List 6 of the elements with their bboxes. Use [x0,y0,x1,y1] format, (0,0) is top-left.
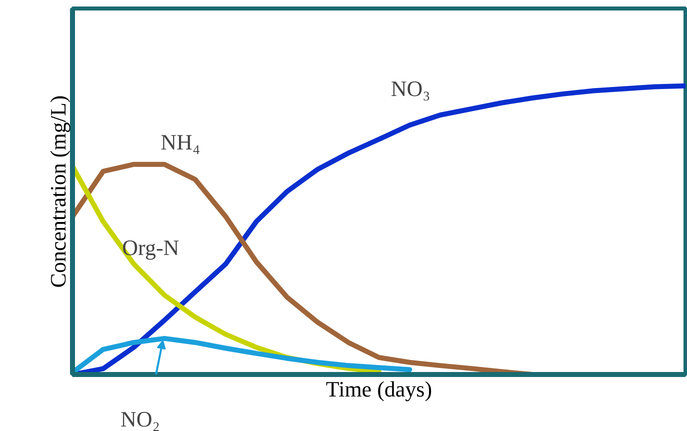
series-label: NH₄ [160,130,200,155]
text: NO₂ [120,406,160,431]
x-axis-title: Time (days) [326,376,432,402]
series-label: Org-N [122,234,180,260]
y-axis-title: Concentration (mg/L) [46,95,70,288]
series-label: NO₃ [390,76,430,102]
